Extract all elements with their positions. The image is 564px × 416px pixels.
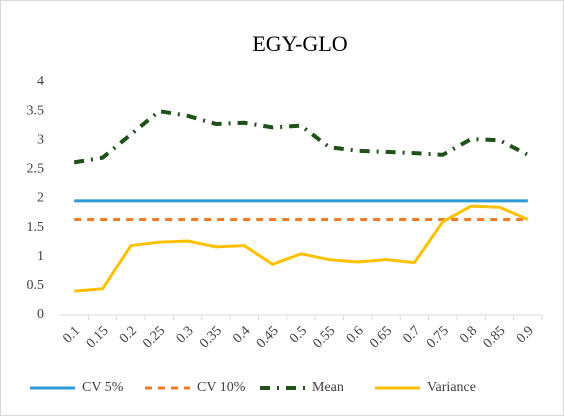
legend-label: CV 5% xyxy=(82,380,124,395)
y-tick-label: 3.5 xyxy=(27,103,45,118)
y-tick-label: 1 xyxy=(37,249,44,264)
y-tick-label: 0.5 xyxy=(27,278,45,293)
y-tick-label: 4 xyxy=(37,74,44,89)
y-tick-label: 0 xyxy=(37,307,44,322)
y-tick-label: 1.5 xyxy=(27,220,45,235)
y-tick-label: 3 xyxy=(37,132,44,147)
legend-label: Mean xyxy=(312,380,344,395)
legend-label: Variance xyxy=(427,380,476,395)
y-tick-label: 2 xyxy=(37,191,44,206)
chart-title: EGY-GLO xyxy=(252,31,347,56)
y-tick-label: 2.5 xyxy=(27,162,45,177)
legend-label: CV 10% xyxy=(197,380,246,395)
line-series xyxy=(74,204,529,293)
